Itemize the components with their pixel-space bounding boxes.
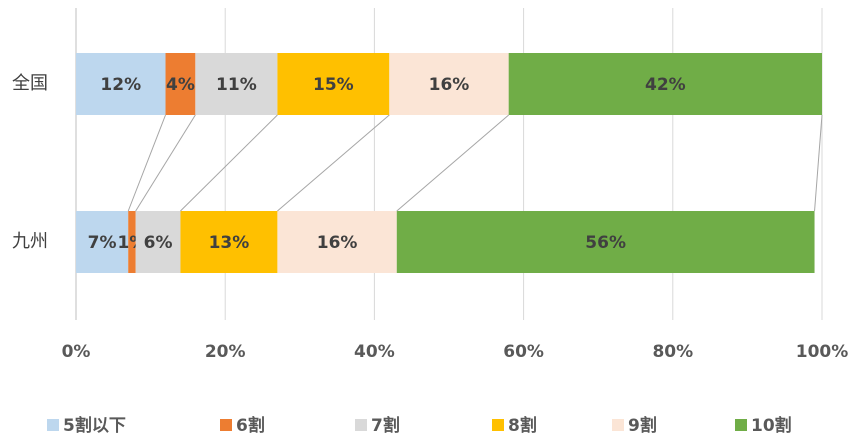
data-label: 15% (313, 75, 354, 95)
bar-segment (396, 211, 815, 273)
data-label: 11% (216, 75, 257, 95)
bar-segment (128, 211, 136, 273)
x-tick-label: 60% (503, 342, 544, 362)
data-label: 13% (209, 233, 250, 253)
legend-label: 7割 (371, 415, 400, 436)
legend-swatch (612, 419, 624, 431)
series-line (135, 114, 196, 212)
series-line (396, 114, 510, 212)
data-label: 56% (585, 233, 626, 253)
bar-segment (76, 53, 166, 115)
x-tick-label: 0% (62, 342, 91, 362)
bar-segment (508, 53, 822, 115)
data-label: 7% (88, 233, 117, 253)
bar-segment (180, 211, 278, 273)
bar-segment (135, 211, 181, 273)
legend-label: 8割 (508, 415, 537, 436)
bar-segment (277, 211, 397, 273)
series-line (277, 114, 390, 212)
bar-segment (389, 53, 509, 115)
x-tick-label: 80% (652, 342, 693, 362)
bar-segment (277, 53, 390, 115)
series-line (180, 114, 278, 212)
legend-swatch (735, 419, 747, 431)
legend-label: 5割以下 (63, 415, 126, 436)
x-tick-label: 20% (205, 342, 246, 362)
series-line (814, 114, 823, 212)
legend-label: 10割 (751, 415, 792, 436)
series-line (127, 114, 166, 212)
legend-swatch (355, 419, 367, 431)
data-label: 16% (317, 233, 358, 253)
bar-segment (165, 53, 196, 115)
bar-segment (76, 211, 129, 273)
y-tick-label: 全国 (12, 73, 48, 94)
legend-label: 6割 (236, 415, 265, 436)
legend-label: 9割 (628, 415, 657, 436)
y-tick-label: 九州 (12, 231, 48, 252)
data-label: 4% (166, 75, 195, 95)
legend-swatch (492, 419, 504, 431)
data-label: 42% (645, 75, 686, 95)
legend-swatch (47, 419, 59, 431)
x-tick-label: 100% (796, 342, 849, 362)
bar-segment (195, 53, 278, 115)
x-tick-label: 40% (354, 342, 395, 362)
legend-swatch (220, 419, 232, 431)
data-label: 12% (100, 75, 141, 95)
data-label: 16% (429, 75, 470, 95)
data-label: 6% (144, 233, 173, 253)
